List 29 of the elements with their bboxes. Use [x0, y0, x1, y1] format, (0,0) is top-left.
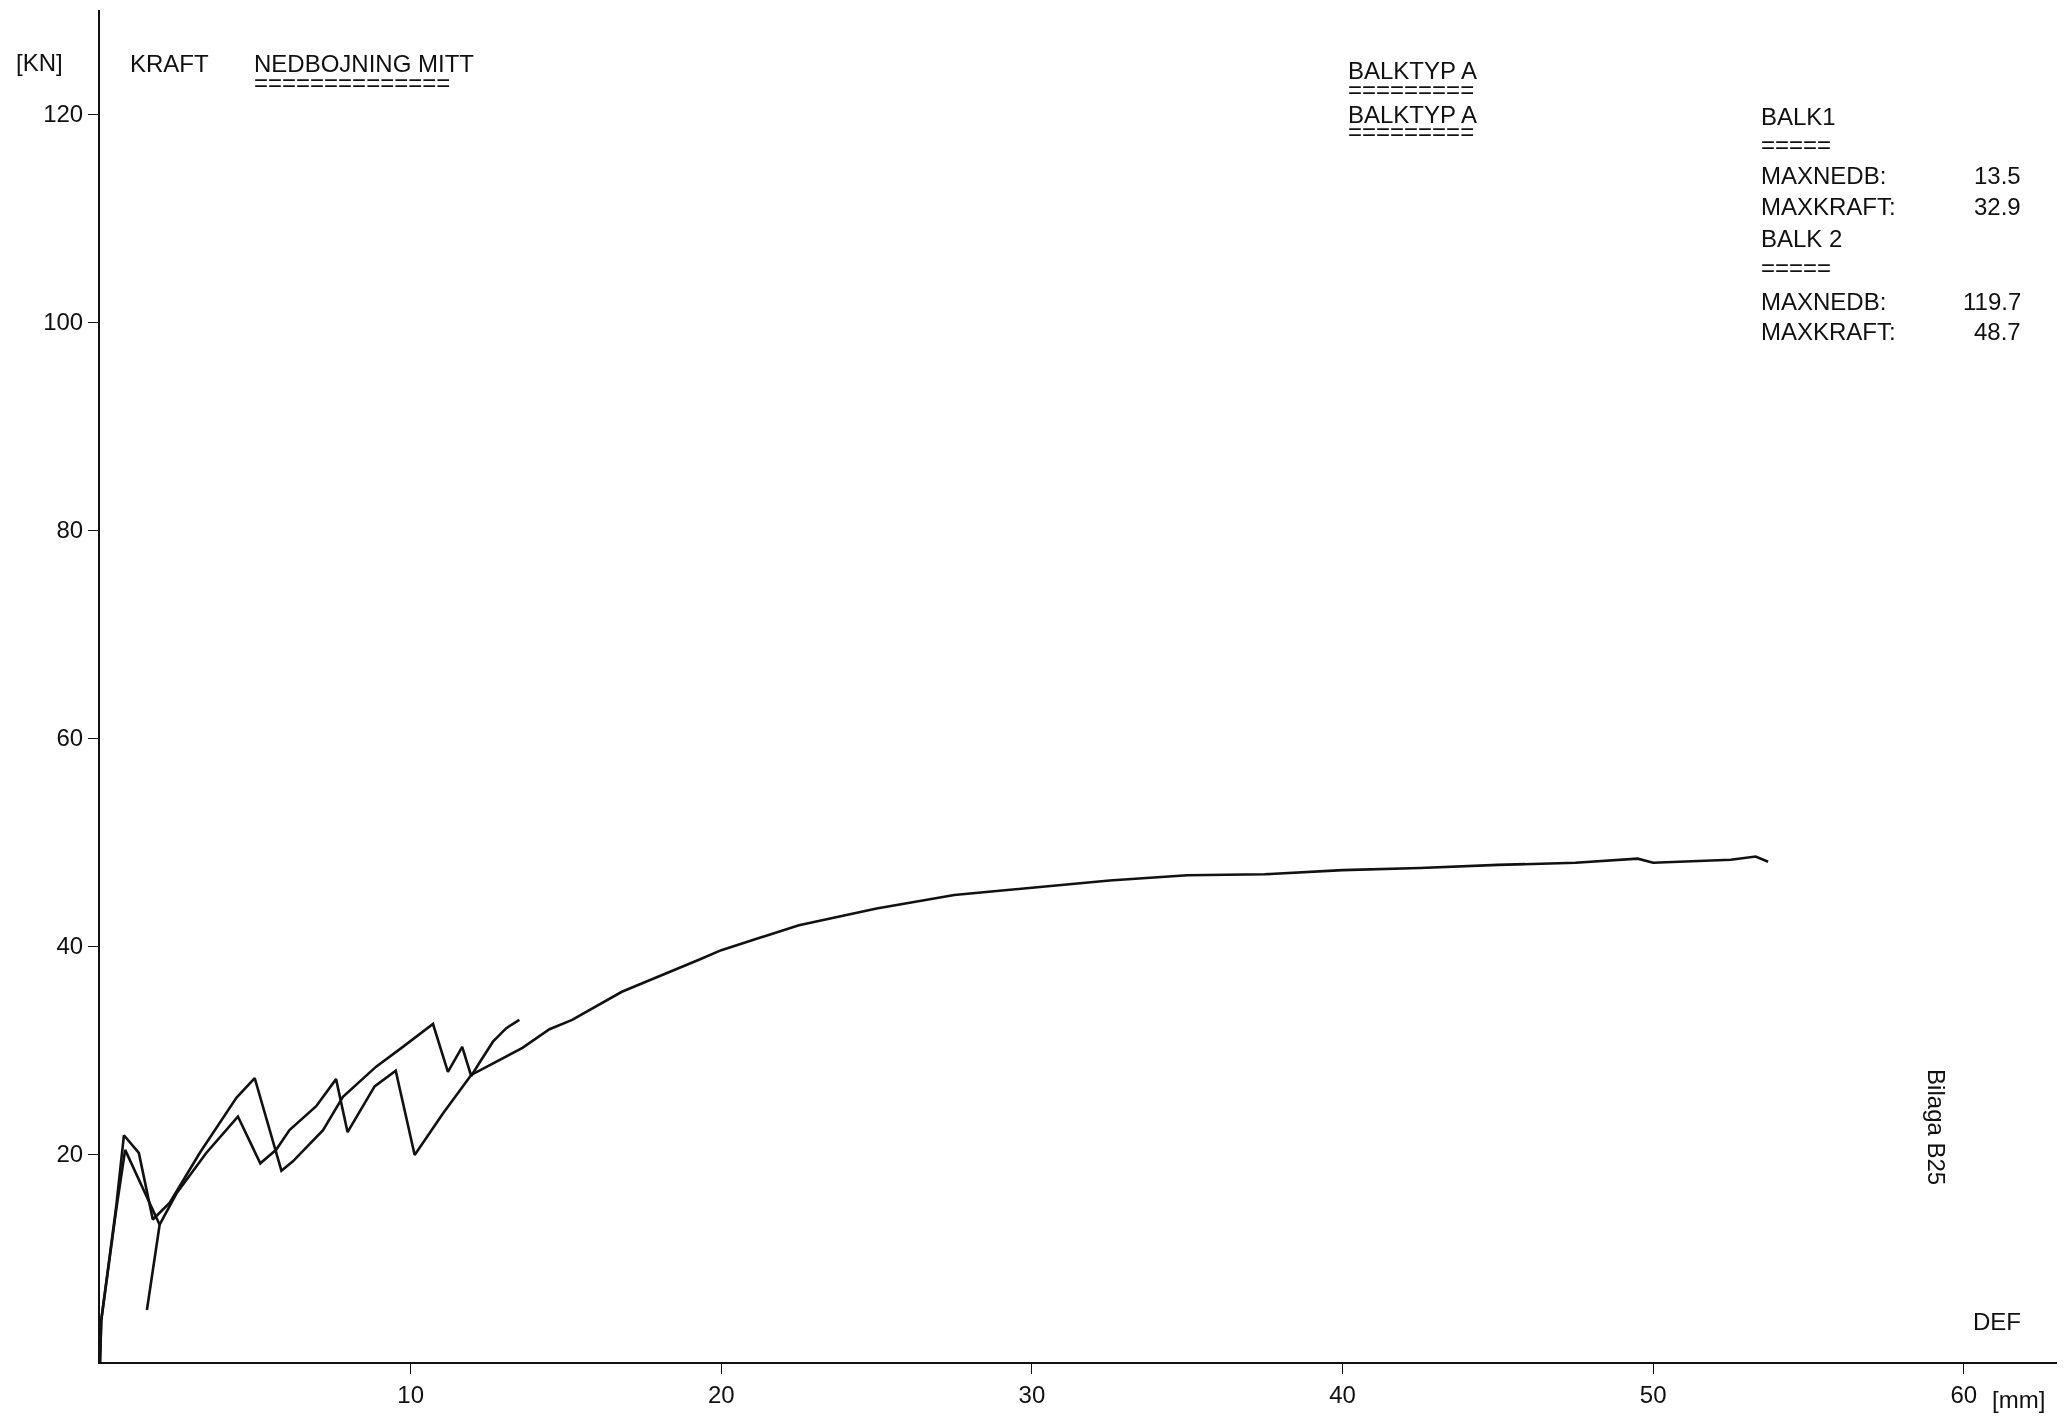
y-tick-label: 100 [43, 308, 84, 336]
annotation: BALK 2 [1761, 225, 1843, 252]
annotation: BALK1 [1761, 103, 1836, 130]
annotation: DEF [1973, 1308, 2021, 1335]
x-axis-title: [mm] [1992, 1386, 2046, 1413]
x-tick-label: 30 [1018, 1380, 1046, 1408]
y-tick-label: 40 [56, 932, 84, 960]
annotation: Bilaga B25 [1922, 1069, 1950, 1186]
annotation: MAXNEDB: [1761, 162, 1887, 189]
annotation: MAXNEDB: [1761, 288, 1887, 315]
annotation: KRAFT [130, 50, 210, 77]
y-axis-title: [KN] [16, 49, 63, 76]
annotation: 48.7 [1974, 318, 2021, 345]
x-tick-label: 40 [1329, 1380, 1356, 1408]
annotation: 119.7 [1963, 288, 2022, 315]
annotation: ===== [1761, 254, 1832, 281]
x-tick-label: 50 [1639, 1380, 1667, 1408]
y-tick-label: 80 [56, 516, 84, 544]
annotation: 13.5 [1974, 162, 2021, 189]
y-tick-label: 60 [56, 724, 84, 752]
y-tick-label: 120 [43, 100, 84, 128]
x-tick-label: 20 [707, 1380, 735, 1408]
annotation: 32.9 [1974, 193, 2021, 220]
annotation: ===== [1761, 131, 1832, 158]
x-tick-label: 60 [1950, 1380, 1978, 1408]
annotation: MAXKRAFT: [1761, 318, 1896, 345]
y-tick-label: 20 [56, 1140, 84, 1168]
annotation: MAXKRAFT: [1761, 193, 1896, 220]
x-tick-label: 10 [397, 1380, 424, 1408]
